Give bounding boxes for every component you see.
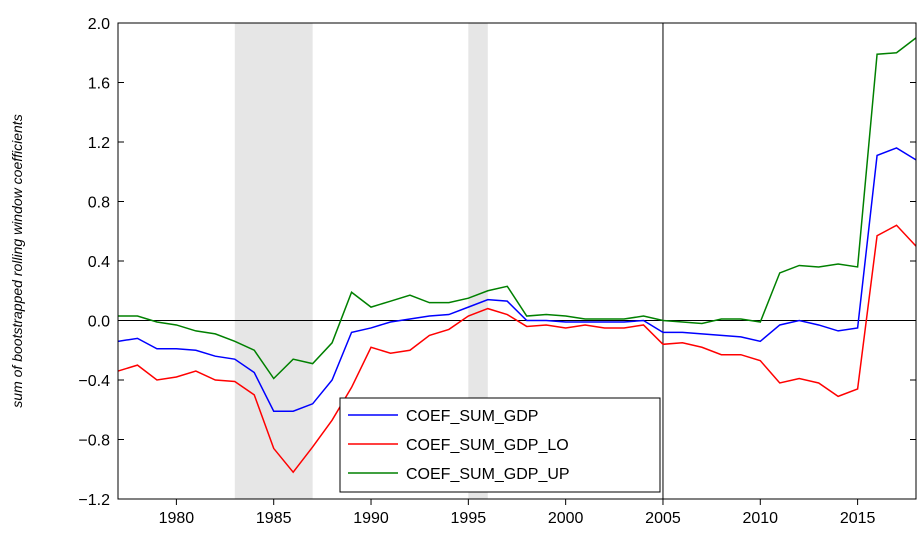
x-tick-label: 2000 xyxy=(548,510,584,527)
x-tick-label: 1980 xyxy=(159,510,195,527)
plot-frame xyxy=(117,22,917,500)
y-tick-label: 1.6 xyxy=(88,76,110,93)
series-line xyxy=(118,37,917,380)
y-tick-label: −0.4 xyxy=(78,373,110,390)
shaded-region xyxy=(234,23,313,499)
y-tick-label: −1.2 xyxy=(78,492,110,509)
legend-label: COEF_SUM_GDP_UP xyxy=(406,466,570,483)
legend-label: COEF_SUM_GDP xyxy=(406,408,538,425)
series-line xyxy=(117,224,917,474)
y-tick-label: 0.0 xyxy=(88,314,110,331)
x-tick-label: 1990 xyxy=(353,510,389,527)
y-tick-label: −0.8 xyxy=(78,433,110,450)
legend: COEF_SUM_GDP COEF_SUM_GDP_LO COEF_SUM_GDP_… xyxy=(339,397,661,493)
x-tick-label: 2015 xyxy=(840,510,876,527)
x-tick-label: 2005 xyxy=(645,510,681,527)
x-tick-label: 1985 xyxy=(256,510,292,527)
legend-box xyxy=(339,397,661,493)
y-tick-label: 0.4 xyxy=(88,254,110,271)
y-tick-label: 0.8 xyxy=(88,195,110,212)
series-line xyxy=(117,147,917,412)
y-tick-label: 1.2 xyxy=(88,135,110,152)
legend-label: COEF_SUM_GDP_LO xyxy=(406,437,569,454)
x-tick-label: 1995 xyxy=(451,510,487,527)
y-axis-label: sum of bootstrapped rolling window coeff… xyxy=(9,114,25,407)
x-tick-label: 2010 xyxy=(742,510,778,527)
shaded-region xyxy=(468,23,488,499)
y-tick-label: 2.0 xyxy=(88,16,110,33)
